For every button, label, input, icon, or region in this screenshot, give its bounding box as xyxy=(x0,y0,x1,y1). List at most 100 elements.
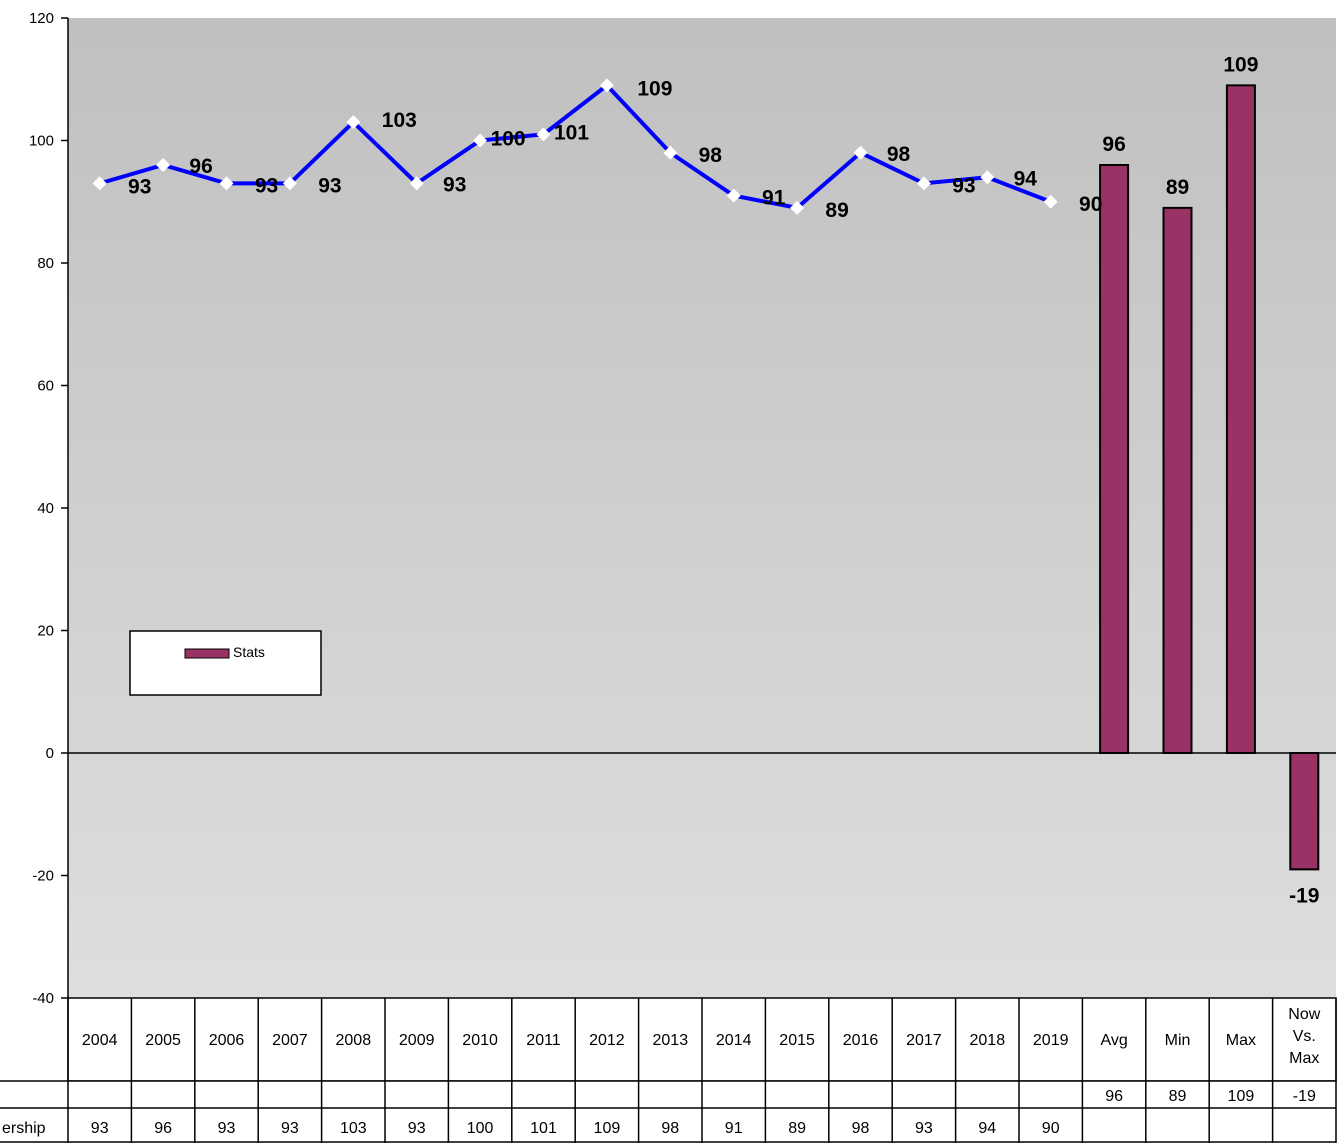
table-cell-ridership: 93 xyxy=(218,1120,236,1137)
line-data-label: 93 xyxy=(443,173,466,196)
ridership-marker xyxy=(536,127,551,142)
table-cell-ridership: 93 xyxy=(915,1120,933,1137)
x-tick-label: Avg xyxy=(1100,1032,1127,1049)
line-data-label: 103 xyxy=(382,109,417,132)
ridership-line xyxy=(99,82,1052,211)
line-data-label: 89 xyxy=(825,199,848,222)
legend: Stats xyxy=(129,630,322,696)
table-cell-ridership: 101 xyxy=(530,1120,557,1137)
line-data-label: 94 xyxy=(1014,167,1038,190)
ridership-marker xyxy=(726,188,741,203)
x-tick-label: 2016 xyxy=(843,1032,879,1049)
table-cell-ridership: 103 xyxy=(340,1120,367,1137)
y-tick-label: 80 xyxy=(37,255,54,272)
bar-data-label: 109 xyxy=(1223,53,1258,76)
table-cell-stats: 96 xyxy=(1105,1088,1123,1105)
bar-layer xyxy=(1099,84,1320,871)
y-tick-label: 0 xyxy=(46,745,54,762)
x-tick-label: 2017 xyxy=(906,1032,942,1049)
line-layer xyxy=(92,78,1058,215)
table-cell-stats: -19 xyxy=(1293,1088,1316,1105)
ridership-marker xyxy=(916,176,931,191)
line-data-label: 101 xyxy=(554,121,589,144)
table-cell-ridership: 96 xyxy=(154,1120,172,1137)
x-tick-label: 2009 xyxy=(399,1032,435,1049)
y-tick-label: -20 xyxy=(32,868,54,885)
x-tick-label: 2006 xyxy=(209,1032,245,1049)
y-tick-label: 120 xyxy=(29,10,54,27)
table-cell-ridership: 109 xyxy=(594,1120,621,1137)
bar-data-label: 89 xyxy=(1166,176,1189,199)
x-tick-label: 2019 xyxy=(1033,1032,1069,1049)
legend-swatch xyxy=(184,648,230,659)
line-data-label: 93 xyxy=(255,174,278,197)
data-table: 2004 2005 2006 2007 2008 2009 2010 2011 2012 2013… xyxy=(0,997,1337,1143)
line-data-label: 91 xyxy=(762,187,786,210)
legend-entry-stats: Stats xyxy=(233,644,265,660)
x-tick-label: Min xyxy=(1165,1032,1191,1049)
table-cell-stats: 109 xyxy=(1228,1088,1255,1105)
table-cell-ridership: 89 xyxy=(788,1120,806,1137)
ridership-marker xyxy=(853,145,868,160)
x-tick-label: 2007 xyxy=(272,1032,308,1049)
x-tick-label: Now Vs. Max xyxy=(1288,1006,1320,1067)
ridership-marker xyxy=(409,176,424,191)
ridership-marker xyxy=(473,133,488,148)
bar-max xyxy=(1225,84,1256,754)
bar-now-vs-max xyxy=(1289,752,1320,871)
line-data-label: 98 xyxy=(887,143,911,166)
table-cell-ridership: 93 xyxy=(408,1120,426,1137)
y-tick-label: -40 xyxy=(32,990,54,1007)
x-tick-label: 2005 xyxy=(145,1032,181,1049)
bar-data-label: 96 xyxy=(1102,133,1125,156)
x-tick-label: 2012 xyxy=(589,1032,625,1049)
y-tick-label: 100 xyxy=(29,133,54,150)
line-data-label: 90 xyxy=(1079,193,1102,216)
table-cell-stats: 89 xyxy=(1169,1088,1187,1105)
bar-min xyxy=(1162,206,1193,754)
label-layer: 96 89 109 -19 93 96 93 93 103 93 100 101 109 98 91 89 98… xyxy=(128,53,1319,907)
ridership-marker xyxy=(599,78,614,93)
x-tick-label: 2004 xyxy=(82,1032,118,1049)
line-data-label: 93 xyxy=(128,175,151,198)
line-data-label: 96 xyxy=(189,155,212,178)
table-cell-ridership: 90 xyxy=(1042,1120,1060,1137)
ridership-marker xyxy=(663,145,678,160)
ridership-marker xyxy=(156,158,171,172)
ridership-marker xyxy=(346,115,361,130)
ridership-marker xyxy=(980,170,995,185)
table-cell-ridership: 93 xyxy=(281,1120,299,1137)
x-tick-label: 2011 xyxy=(526,1032,561,1049)
table-body-bg xyxy=(0,1081,1336,1143)
ridership-marker xyxy=(92,176,107,191)
y-tick-label: 20 xyxy=(37,623,54,640)
bar-data-label: -19 xyxy=(1289,884,1319,907)
x-tick-label: 2010 xyxy=(462,1032,498,1049)
line-data-label: 98 xyxy=(699,144,723,167)
table-cell-ridership: 91 xyxy=(725,1120,743,1137)
ridership-marker xyxy=(790,200,805,215)
y-tick-label: 40 xyxy=(37,500,54,517)
line-data-label: 93 xyxy=(318,174,341,197)
ridership-marker xyxy=(282,176,297,191)
x-tick-label: 2008 xyxy=(336,1032,372,1049)
x-tick-label: 2015 xyxy=(779,1032,815,1049)
table-cell-ridership: 100 xyxy=(467,1120,494,1137)
x-tick-label: 2018 xyxy=(970,1032,1006,1049)
bar-avg xyxy=(1099,164,1130,754)
ridership-marker xyxy=(1043,194,1058,209)
x-tick-label: 2014 xyxy=(716,1032,752,1049)
x-tick-label: Max xyxy=(1226,1032,1256,1049)
legend-box xyxy=(129,630,322,696)
x-tick-label: 2013 xyxy=(653,1032,689,1049)
line-data-label: 100 xyxy=(491,128,526,151)
line-data-label: 93 xyxy=(952,174,975,197)
line-data-label: 109 xyxy=(637,77,672,100)
table-cell-ridership: 93 xyxy=(91,1120,109,1137)
table-cell-ridership: 98 xyxy=(852,1120,870,1137)
table-cell-ridership: 98 xyxy=(661,1120,679,1137)
table-cell-ridership: 94 xyxy=(978,1120,996,1137)
y-tick-label: 60 xyxy=(37,378,54,395)
table-row-label: ership xyxy=(2,1120,46,1137)
